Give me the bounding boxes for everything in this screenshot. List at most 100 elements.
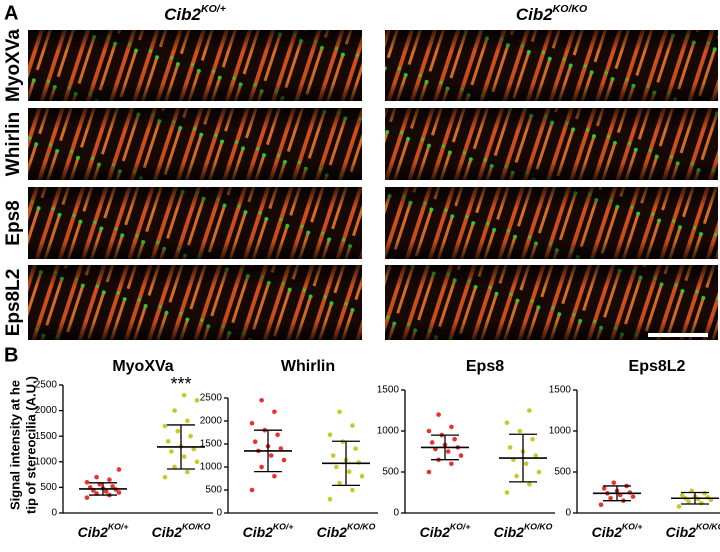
data-point [172, 408, 177, 413]
label-base: Cib2 [666, 524, 697, 540]
y-tick-label: 2000 [200, 416, 223, 427]
data-point [514, 473, 519, 479]
label-base: Cib2 [516, 5, 553, 24]
row-label: Whirlin [3, 112, 24, 176]
data-point [169, 449, 174, 454]
data-point [350, 423, 355, 428]
chart-title: MyoXVa [112, 358, 173, 375]
data-point [346, 469, 352, 474]
data-point [327, 432, 333, 438]
data-point [275, 432, 280, 438]
data-point [359, 473, 365, 479]
micrograph-shade [385, 108, 718, 180]
data-point [429, 440, 435, 445]
data-point [110, 484, 115, 489]
micrograph-shade [385, 30, 718, 101]
data-point [517, 428, 523, 434]
y-tick-label: 1000 [35, 456, 58, 467]
data-point [530, 436, 535, 442]
row-label: Eps8 [3, 200, 24, 245]
data-point [194, 398, 200, 403]
y-tick-label: 1000 [377, 426, 400, 437]
data-point [452, 436, 457, 442]
data-point [181, 392, 187, 398]
data-point [272, 473, 277, 479]
data-point [185, 418, 190, 424]
data-point [536, 469, 542, 475]
y-tick-label: 1500 [377, 385, 400, 396]
data-point [84, 479, 90, 485]
data-point [337, 409, 342, 415]
y-tick-label: 0 [565, 508, 571, 519]
label-sup: KO/+ [273, 522, 293, 532]
micrograph-shade [385, 187, 718, 259]
data-point [162, 423, 168, 429]
micrograph-shade [28, 30, 362, 101]
label-base: Cib2 [152, 524, 183, 540]
label-sup: KO/KO [347, 522, 376, 532]
y-tick-label: 1000 [200, 462, 223, 473]
data-point [165, 439, 171, 444]
micrograph-shade [28, 265, 362, 340]
data-point [507, 445, 513, 450]
data-point [533, 453, 539, 458]
data-point [504, 490, 510, 495]
label-sup: KO/+ [450, 522, 470, 532]
scale-bar [648, 333, 708, 337]
micrographs [28, 30, 718, 340]
data-point [608, 495, 613, 501]
y-tick-label: 1000 [549, 426, 572, 437]
column-header: Cib2KO/+ [164, 3, 226, 25]
chart-title: Whirlin [281, 358, 335, 375]
data-point [330, 453, 336, 458]
label-base: Cib2 [494, 524, 525, 540]
data-point [679, 492, 685, 498]
data-point [84, 495, 90, 500]
data-point [272, 409, 277, 415]
data-point [699, 500, 704, 506]
label-base: Cib2 [164, 5, 201, 24]
y-tick-label: 500 [554, 467, 571, 478]
label-base: Cib2 [592, 524, 623, 540]
data-point [337, 480, 342, 486]
label-sup: KO/+ [201, 3, 226, 15]
data-point [527, 408, 532, 413]
data-point [436, 412, 441, 417]
y-tick-label: 500 [40, 482, 57, 493]
data-point [353, 446, 358, 451]
chart-title: Eps8L2 [629, 358, 686, 375]
x-tick-label: Cib2KO/+ [420, 522, 471, 540]
x-tick-label: Cib2KO/+ [243, 522, 294, 540]
data-point [676, 504, 682, 509]
data-point [445, 449, 451, 454]
data-point [107, 477, 112, 483]
data-point [252, 439, 258, 445]
y-tick-label: 500 [205, 485, 222, 496]
micrograph-shade [28, 187, 362, 259]
x-tick-label: Cib2KO/+ [592, 522, 643, 540]
label-sup: KO/KO [524, 522, 553, 532]
data-point [334, 464, 339, 470]
data-point [249, 487, 255, 493]
row-label: Eps8L2 [3, 269, 24, 337]
data-point [116, 490, 122, 495]
data-point [630, 494, 636, 499]
y-axis-label: tip of stereocilia (A.U.) [23, 376, 38, 514]
label-sup: KO/KO [182, 522, 211, 532]
y-tick-label: 1500 [35, 431, 58, 442]
label-base: Cib2 [243, 524, 274, 540]
data-point [702, 491, 707, 496]
column-header: Cib2KO/KO [516, 3, 588, 25]
y-tick-label: 0 [393, 508, 399, 519]
data-point [181, 454, 187, 459]
data-point [249, 421, 255, 426]
y-tick-label: 0 [216, 508, 222, 519]
data-point [94, 474, 99, 480]
x-tick-label: Cib2KO/+ [78, 522, 129, 540]
label-base: Cib2 [317, 524, 348, 540]
y-tick-label: 500 [382, 467, 399, 478]
y-tick-label: 2500 [35, 380, 58, 391]
data-point [686, 499, 691, 504]
y-tick-label: 1500 [549, 385, 572, 396]
